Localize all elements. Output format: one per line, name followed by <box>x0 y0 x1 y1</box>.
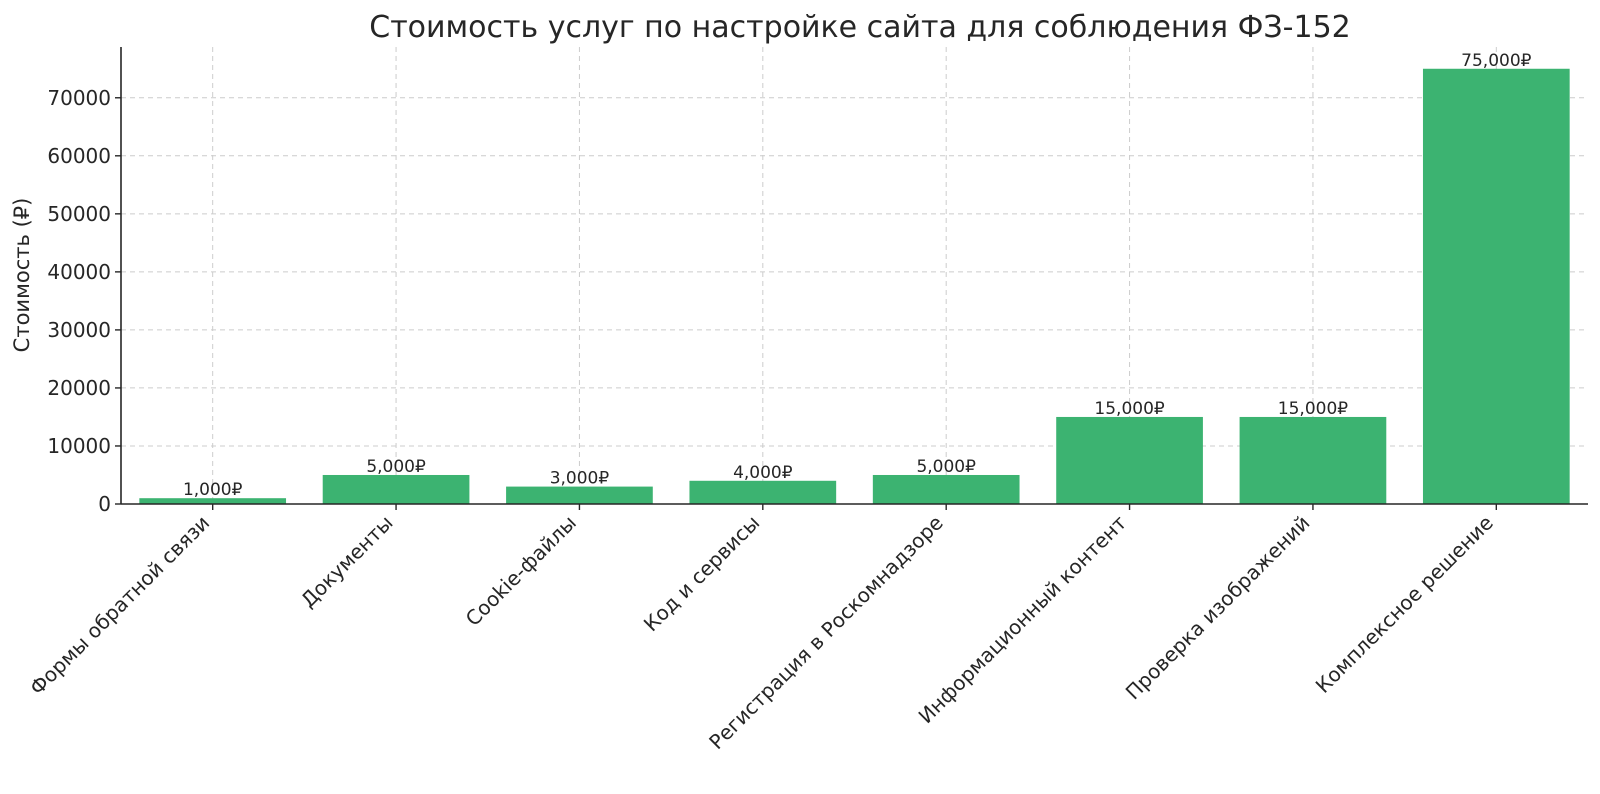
bar <box>139 498 287 504</box>
y-tick-label: 10000 <box>47 434 111 458</box>
x-tick-label: Cookie-файлы <box>461 511 581 631</box>
x-tick-label: Информационный контент <box>914 510 1132 728</box>
bar <box>1056 416 1203 504</box>
x-tick-label: Комплексное решение <box>1311 511 1498 698</box>
y-tick-label: 0 <box>98 492 111 516</box>
y-tick-label: 30000 <box>47 318 111 342</box>
bars <box>139 68 1570 504</box>
bar-value-label: 5,000₽ <box>916 457 976 477</box>
bar-value-label: 75,000₽ <box>1461 51 1531 71</box>
data-labels: 1,000₽ 5,000₽ 3,000₽ 4,000₽ 5,000₽ 15,000₽ 15,… <box>183 51 1532 500</box>
y-tick-label: 70000 <box>47 86 111 110</box>
bar <box>322 474 470 504</box>
bar-value-label: 5,000₽ <box>366 457 426 477</box>
x-tick-label: Проверка изображений <box>1121 511 1315 705</box>
bar <box>506 486 653 504</box>
bar <box>689 480 837 504</box>
bar <box>1239 416 1387 504</box>
x-tick-label: Документы <box>296 511 398 613</box>
y-tick-label: 60000 <box>47 144 111 168</box>
bar-value-label: 3,000₽ <box>550 469 610 489</box>
x-axis-ticks: Формы обратной связи Документы Cookie-файл… <box>25 504 1498 754</box>
y-tick-label: 50000 <box>47 202 111 226</box>
bar-value-label: 15,000₽ <box>1094 399 1164 419</box>
bar <box>1422 68 1570 504</box>
y-tick-label: 20000 <box>47 376 111 400</box>
y-axis-label: Стоимость (₽) <box>10 198 34 353</box>
x-tick-label: Формы обратной связи <box>25 511 214 700</box>
y-axis-ticks: 0 10000 20000 30000 40000 50000 60000 70000 <box>47 86 121 516</box>
chart-title: Стоимость услуг по настройке сайта для с… <box>369 10 1351 45</box>
y-tick-label: 40000 <box>47 260 111 284</box>
bar-value-label: 4,000₽ <box>733 463 793 483</box>
bar-value-label: 15,000₽ <box>1278 399 1348 419</box>
bar-value-label: 1,000₽ <box>183 480 243 500</box>
bar <box>872 474 1020 504</box>
x-tick-label: Код и сервисы <box>639 511 765 637</box>
